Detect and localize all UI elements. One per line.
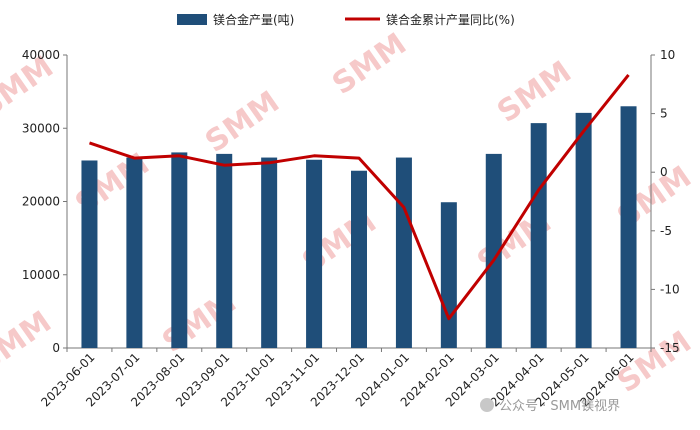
right-y-tick-label: 10	[660, 48, 675, 62]
bar	[440, 202, 457, 348]
wechat-icon	[480, 398, 494, 412]
bar	[81, 160, 98, 348]
legend-bar-label: 镁合金产量(吨)	[213, 12, 294, 27]
bar	[351, 170, 367, 348]
right-y-tick-label: -5	[660, 224, 672, 238]
left-y-tick-label: 20000	[22, 195, 60, 209]
bar	[485, 153, 502, 348]
right-y-tick-label: 0	[660, 165, 668, 179]
bar	[171, 152, 188, 348]
right-y-tick-label: -15	[660, 341, 680, 355]
right-y-tick-label: 5	[660, 107, 668, 121]
left-y-tick-labels: 0 10000 20000 30000 40000	[22, 48, 67, 355]
bar-series	[81, 106, 637, 349]
bar	[306, 159, 323, 348]
left-y-tick-label: 40000	[22, 48, 60, 62]
right-y-tick-labels: -15 -10 -5 0 5 10	[651, 48, 680, 355]
legend: 镁合金产量(吨) 镁合金累计产量同比(%)	[177, 12, 515, 27]
legend-bar-swatch	[177, 14, 207, 25]
left-y-tick-label: 30000	[22, 121, 60, 135]
bar	[261, 157, 278, 348]
watermark: SMM	[326, 27, 413, 102]
bar	[395, 157, 412, 348]
bar	[126, 157, 143, 348]
bar	[620, 106, 637, 349]
line-series	[89, 73, 630, 321]
left-y-tick-label: 0	[52, 341, 60, 355]
left-y-tick-label: 10000	[22, 268, 60, 282]
footer-text: 公众号 · SMM镁视界	[499, 399, 620, 414]
bar	[216, 153, 233, 348]
bar	[575, 112, 592, 349]
watermark: SMM	[199, 85, 286, 160]
legend-line-label: 镁合金累计产量同比(%)	[386, 12, 515, 27]
watermark: SMM	[491, 55, 578, 130]
bar	[530, 123, 547, 348]
footer: 公众号 · SMM镁视界	[480, 398, 620, 414]
right-y-tick-label: -10	[660, 282, 680, 296]
watermark: SMM	[0, 305, 58, 380]
